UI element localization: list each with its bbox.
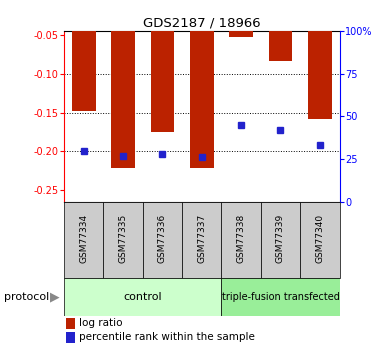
Text: control: control xyxy=(123,292,162,302)
Text: percentile rank within the sample: percentile rank within the sample xyxy=(79,332,255,342)
Bar xyxy=(64,202,103,278)
Bar xyxy=(261,202,300,278)
Text: GSM77337: GSM77337 xyxy=(197,214,206,263)
Text: GSM77339: GSM77339 xyxy=(276,214,285,263)
Bar xyxy=(103,202,143,278)
Bar xyxy=(64,278,222,316)
Bar xyxy=(72,31,95,111)
Bar xyxy=(222,202,261,278)
Bar xyxy=(66,332,74,343)
Text: GSM77338: GSM77338 xyxy=(237,214,246,263)
Text: protocol: protocol xyxy=(4,292,49,302)
Bar xyxy=(268,31,292,60)
Text: GSM77340: GSM77340 xyxy=(315,214,324,263)
Bar xyxy=(151,31,174,132)
Bar xyxy=(182,202,222,278)
Bar xyxy=(111,31,135,168)
Bar xyxy=(300,202,340,278)
Text: log ratio: log ratio xyxy=(79,318,123,328)
Bar xyxy=(66,318,74,329)
Bar xyxy=(190,31,213,168)
Bar xyxy=(143,202,182,278)
Bar xyxy=(229,31,253,37)
Text: triple-fusion transfected: triple-fusion transfected xyxy=(222,292,340,302)
Text: GSM77335: GSM77335 xyxy=(119,214,128,263)
Text: GSM77334: GSM77334 xyxy=(79,214,88,263)
Bar xyxy=(308,31,332,119)
Bar xyxy=(222,278,340,316)
Text: ▶: ▶ xyxy=(50,290,59,303)
Title: GDS2187 / 18966: GDS2187 / 18966 xyxy=(143,17,261,30)
Text: GSM77336: GSM77336 xyxy=(158,214,167,263)
